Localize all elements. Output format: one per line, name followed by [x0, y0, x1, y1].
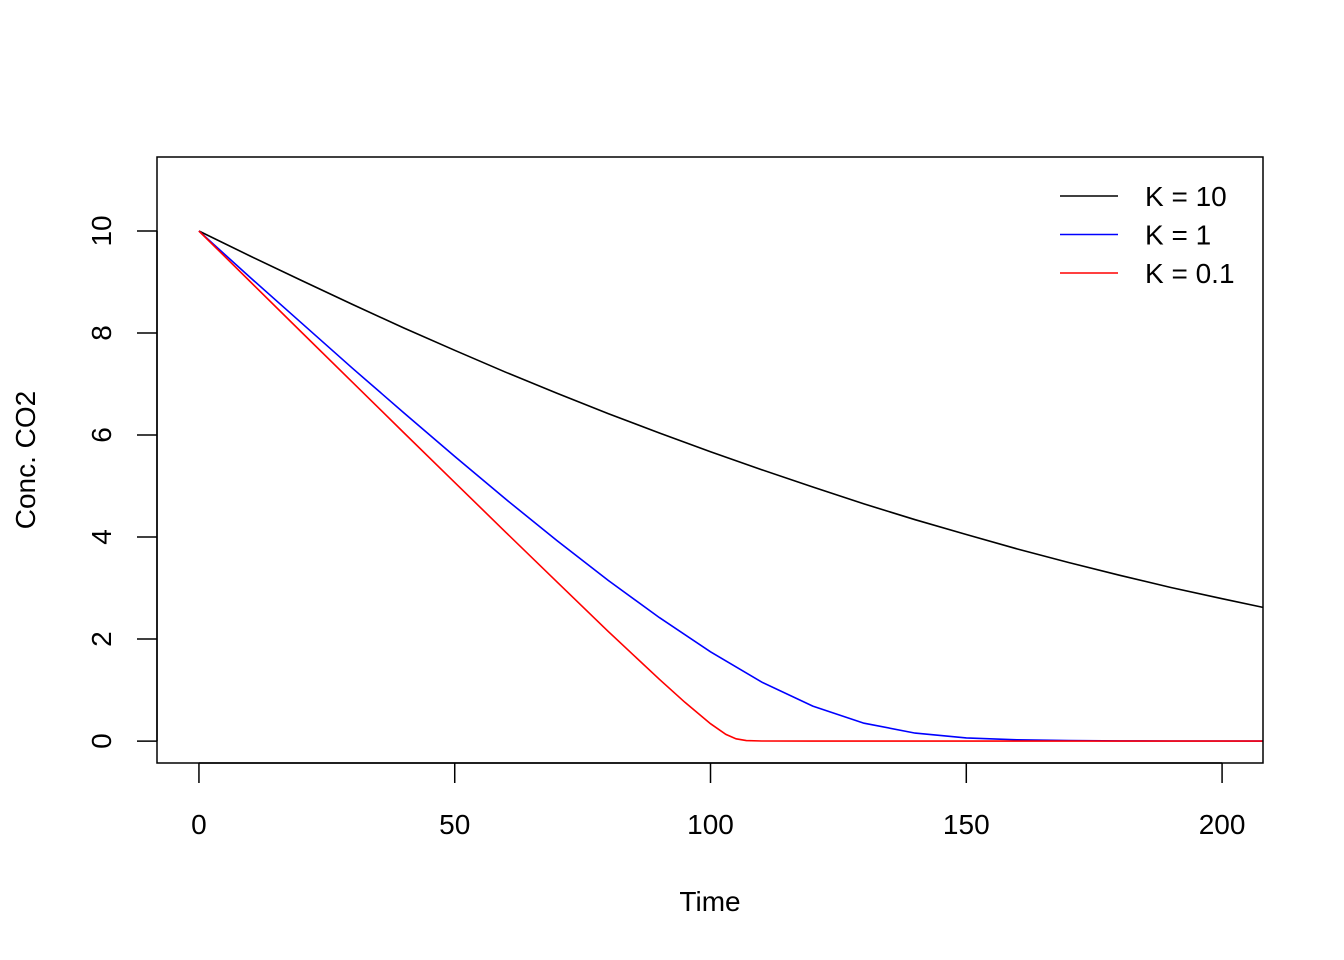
y-tick-label: 8	[86, 325, 117, 341]
y-axis-label: Conc. CO2	[10, 391, 41, 530]
series-layer	[198, 230, 1264, 742]
y-axis: 0 2 4 6 8 10	[86, 215, 158, 749]
x-tick-label: 200	[1199, 809, 1246, 840]
y-tick-label: 6	[86, 427, 117, 443]
legend-label: K = 0.1	[1145, 258, 1235, 289]
legend-label: K = 10	[1145, 181, 1227, 212]
x-tick-label: 0	[191, 809, 207, 840]
y-tick-label: 2	[86, 631, 117, 647]
legend-label: K = 1	[1145, 220, 1211, 251]
x-axis: 0 50 100 150 200	[191, 762, 1246, 840]
x-tick-label: 100	[687, 809, 734, 840]
series-line-2	[198, 230, 1263, 742]
x-axis-label: Time	[679, 886, 740, 917]
x-tick-label: 50	[439, 809, 470, 840]
y-tick-label: 4	[86, 529, 117, 545]
legend: K = 10 K = 1 K = 0.1	[1060, 181, 1235, 289]
y-tick-label: 10	[86, 215, 117, 246]
series-line-0	[198, 230, 1264, 609]
x-tick-label: 150	[943, 809, 990, 840]
plot-frame	[156, 156, 1264, 764]
y-tick-label: 0	[86, 733, 117, 749]
